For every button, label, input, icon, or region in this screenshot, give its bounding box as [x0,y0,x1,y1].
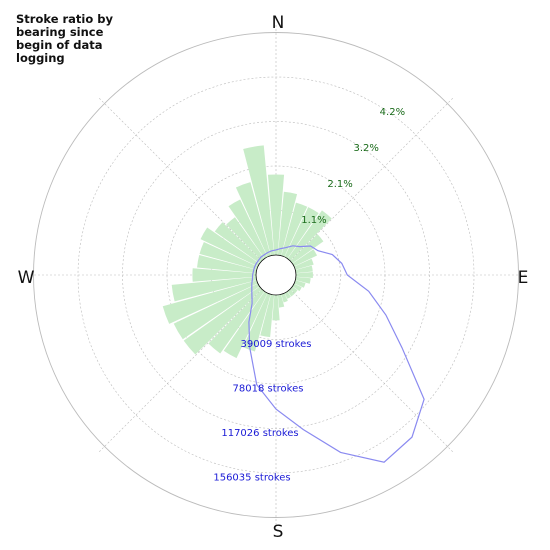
ratio-tick-label: 4.2% [380,107,405,118]
compass-east: E [518,268,529,288]
ratio-bar [287,289,295,297]
ratio-bar [277,191,298,256]
ratio-bar [214,222,262,264]
ratio-bar [162,280,258,324]
ratio-tick-label: 2.1% [327,179,352,190]
grid-spoke [97,288,263,454]
compass-north: N [272,13,285,33]
stroke-tick-label: 39009 strokes [241,339,312,350]
ratio-bar [171,276,257,302]
ratio-bar [277,294,285,308]
chart-title: Stroke ratio by bearing since begin of d… [16,12,113,65]
ratio-bar [294,258,314,270]
grid-spoke [289,288,455,454]
ratio-bar [235,182,271,257]
ratio-bar [294,280,306,288]
ratio-bar [197,255,257,274]
ratio-bar [281,293,288,303]
ratio-bars [162,145,332,359]
ratio-bar [192,268,257,282]
ratio-bar [228,199,268,259]
stroke-count-line [248,245,425,463]
stroke-tick-label: 156035 strokes [213,473,290,484]
ratio-bar [281,202,308,257]
stroke-tick-label: 78018 strokes [233,384,304,395]
stroke-tick-label: 117026 strokes [221,428,298,439]
ratio-bar [295,272,313,278]
chart-grid [24,23,528,527]
ratio-bar [287,210,332,261]
ratio-bar [200,227,260,267]
ratio-bar [183,286,262,355]
ratio-bar [260,294,275,338]
ratio-bar [267,174,285,256]
center-hub [255,254,297,296]
ratio-bar [223,291,268,359]
ratio-tick-label: 1.1% [301,215,326,226]
ratio-bar [295,276,311,284]
grid-spoke [289,96,455,262]
ratio-bar [290,234,324,264]
ratio-tick-label: 3.2% [354,143,379,154]
grid-ring [33,32,519,518]
grid-spoke [97,96,263,262]
ratio-bar [292,249,318,267]
ratio-bar [284,291,291,299]
compass-south: S [273,522,284,542]
ratio-bar [226,217,265,261]
ratio-bar [295,265,313,274]
ratio-bar [290,286,298,294]
ratio-bar [243,145,275,256]
ratio-bar [173,283,260,340]
compass-west: W [18,268,35,288]
ratio-bar [199,241,258,270]
ratio-bar [272,294,280,321]
ratio-bar [292,283,302,292]
ratio-bar [208,289,265,354]
axis-labels: N E S W 1.1% 2.1% 3.2% 4.2% 39009 strokes 780… [18,13,529,542]
